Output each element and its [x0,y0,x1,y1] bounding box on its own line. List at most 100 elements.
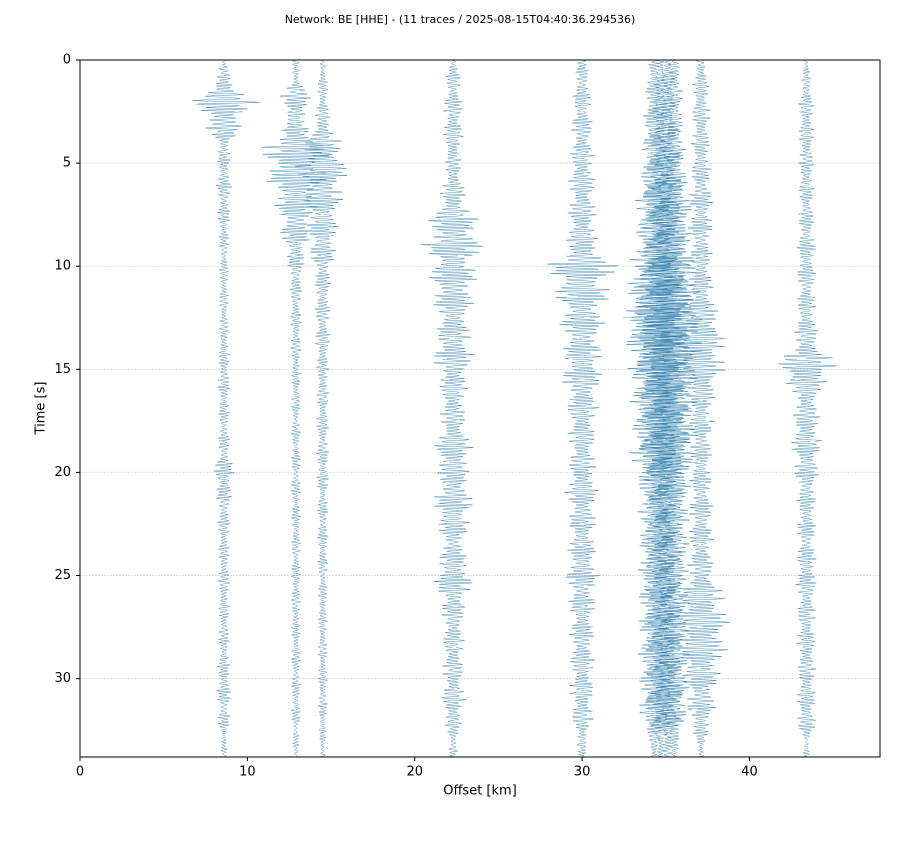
trace-segment [317,606,328,628]
trace-segment [622,296,682,318]
trace-segment [291,379,301,401]
y-tick-label: 15 [54,362,71,377]
trace-segment [795,626,816,648]
trace-segment [570,606,595,628]
trace-segment [443,626,466,648]
trace-segment [279,90,311,112]
trace-segment [644,296,696,318]
chart-title: Network: BE [HHE] - (11 traces / 2025-08… [285,13,636,26]
trace-segment [797,523,817,545]
trace-segment [661,59,672,71]
trace-segment [660,688,686,710]
trace-segment [643,379,695,401]
trace-segment [568,461,597,483]
trace-segment [216,379,231,401]
trace-segment [290,317,302,339]
trace-segment [315,379,330,401]
trace-segment [436,317,472,339]
trace-segment [440,606,466,628]
trace-segment [217,193,232,215]
x-axis-label: Offset [km] [443,784,517,799]
trace-segment [449,59,459,71]
trace-segment [647,461,690,483]
trace-segment [211,131,236,153]
trace-segment [690,235,713,256]
trace-segment [216,503,231,525]
trace-segment [309,235,337,256]
trace-segment [648,482,675,504]
trace-segment [666,70,683,91]
trace-segment [317,709,327,731]
trace-segment [801,70,812,91]
trace-segment [220,730,228,758]
trace-segment [442,90,464,112]
trace-segment [627,358,680,380]
trace-segment [567,400,600,421]
trace-segment [659,668,690,689]
trace-segment [641,131,667,153]
trace-segment [646,564,673,586]
trace-segment [663,152,685,174]
trace-segment [436,193,470,215]
trace-segment [644,585,677,607]
trace-segment [290,564,301,586]
trace-segment [660,70,675,91]
trace-segment [658,647,690,669]
trace-segment [316,523,330,545]
trace-segment [636,214,674,236]
trace-segment [281,111,310,133]
trace-segment [648,338,703,360]
trace-segment [654,193,692,215]
trace-segment [691,173,712,195]
trace-segment [688,193,714,215]
trace-segment [428,214,479,236]
trace-segment [319,729,327,758]
trace-segment [303,193,345,215]
trace-segment [291,606,301,628]
trace-segment [218,59,229,71]
trace-segment [433,564,473,586]
trace-segment [570,152,595,174]
trace-segment [681,668,722,689]
trace-segment [563,358,603,380]
y-tick-label: 0 [63,53,71,68]
trace-segment [635,296,695,318]
trace-segment [689,503,714,525]
trace-segment [316,544,329,566]
trace-segment [797,647,815,669]
trace-segment [636,235,671,256]
trace-segment [565,235,599,256]
trace-segment [192,90,260,112]
trace-segment [568,214,597,236]
trace-segment [439,544,467,566]
trace-segment [439,420,470,442]
trace-segment [778,358,837,380]
y-tick-label: 5 [63,156,71,171]
trace-segment [644,523,675,545]
trace-segment [289,338,302,359]
trace-segment [290,482,302,504]
trace-segment [437,461,470,483]
trace-segment [686,688,717,710]
trace-segment [218,235,230,256]
trace-segment [659,564,690,586]
trace-segment [655,503,681,525]
trace-segment [290,461,301,483]
trace-segment [568,668,594,689]
trace-segment [218,668,230,689]
trace-segment [314,296,332,318]
trace-segment [796,482,816,504]
trace-segment [652,441,693,463]
trace-segment [219,296,229,318]
trace-segment [637,482,673,504]
trace-segment [798,503,815,525]
trace-segment [218,544,230,566]
trace-segment [297,173,348,195]
trace-segment [217,647,232,669]
trace-segment [215,70,234,91]
trace-segment [547,255,620,277]
trace-segment [689,441,713,463]
trace-segment [287,255,305,277]
trace-segment [652,400,698,421]
trace-segment [316,90,330,112]
